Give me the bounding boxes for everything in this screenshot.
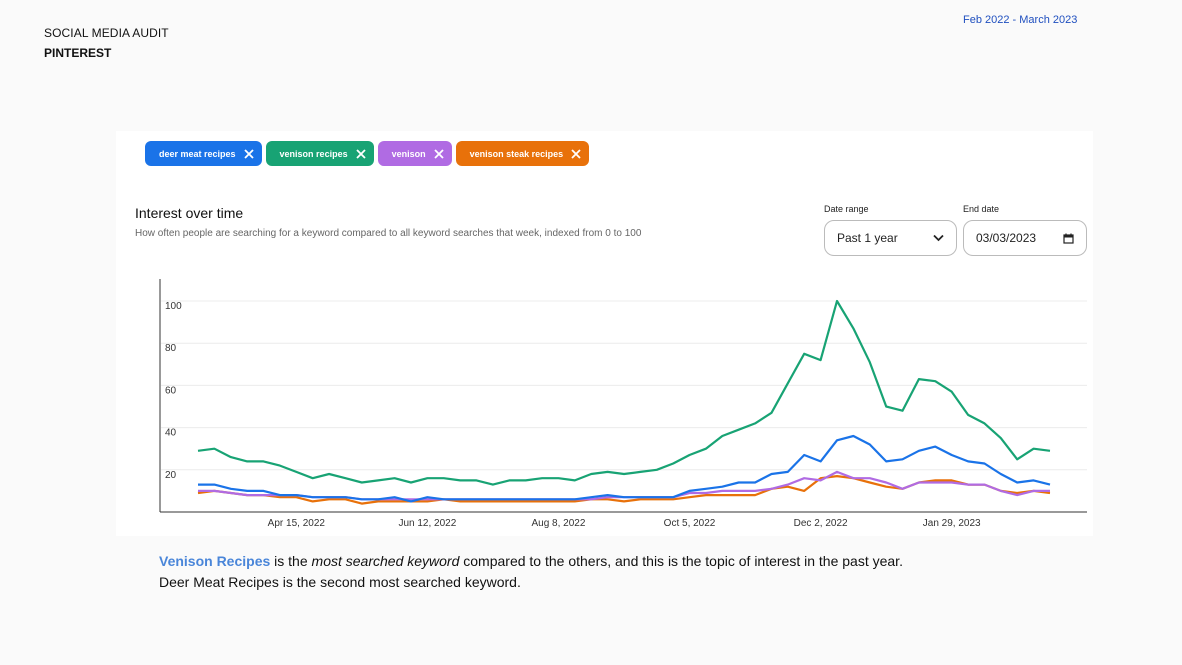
chip-label: venison steak recipes <box>469 148 564 159</box>
caption-line-2: Deer Meat Recipes is the second most sea… <box>159 574 521 590</box>
section-title: Interest over time <box>135 205 244 221</box>
end-date-label: End date <box>963 204 1000 214</box>
chip-label: venison recipes <box>279 148 348 159</box>
section-subtitle: How often people are searching for a key… <box>135 228 642 239</box>
close-icon[interactable] <box>243 148 254 159</box>
date-range-text: Feb 2022 - March 2023 <box>963 14 1078 26</box>
keyword-chips: deer meat recipes venison recipes veniso… <box>145 141 590 166</box>
chevron-down-icon <box>933 234 944 242</box>
caption-text: compared to the others, and this is the … <box>459 553 903 569</box>
close-icon[interactable] <box>433 148 444 159</box>
page-subtitle: PINTEREST <box>44 46 112 60</box>
date-range-select[interactable]: Past 1 year <box>824 220 957 256</box>
chip-label: deer meat recipes <box>159 148 236 159</box>
close-icon[interactable] <box>571 148 581 159</box>
caption-line-1: Venison Recipes is the most searched key… <box>159 551 903 572</box>
page-title: SOCIAL MEDIA AUDIT <box>44 26 169 40</box>
chip-label: venison <box>391 148 426 159</box>
chip-venison-recipes[interactable]: venison recipes <box>265 141 374 166</box>
chip-deer-meat-recipes[interactable]: deer meat recipes <box>145 141 262 166</box>
caption-highlight: Venison Recipes <box>159 553 271 569</box>
end-date-value: 03/03/2023 <box>976 231 1037 245</box>
date-range-value: Past 1 year <box>837 231 898 245</box>
chip-venison-steak-recipes[interactable]: venison steak recipes <box>455 141 590 166</box>
close-icon[interactable] <box>355 148 366 159</box>
date-range-label: Date range <box>824 204 869 214</box>
caption-emphasis: most searched keyword <box>311 553 460 569</box>
caption-text: is the <box>270 553 312 569</box>
trends-panel: deer meat recipes venison recipes veniso… <box>116 131 1093 536</box>
chip-venison[interactable]: venison <box>377 141 452 166</box>
caption: Venison Recipes is the most searched key… <box>159 551 903 593</box>
calendar-icon <box>1063 233 1074 244</box>
end-date-input[interactable]: 03/03/2023 <box>963 220 1087 256</box>
